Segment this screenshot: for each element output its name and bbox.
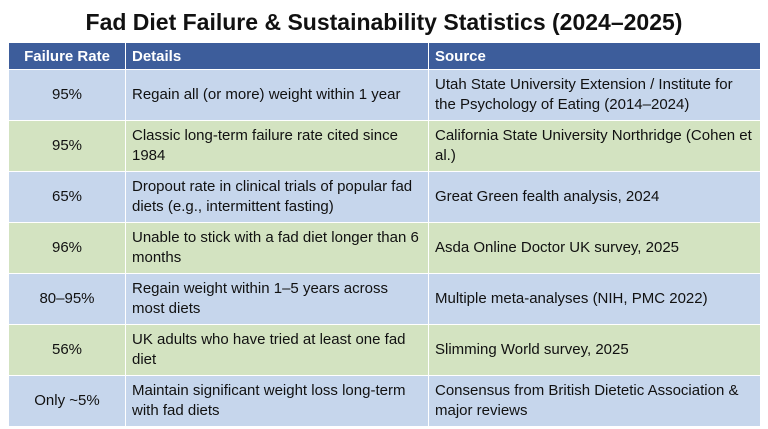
source: Asda Online Doctor UK survey, 2025 [428, 222, 761, 274]
table-row: 96% Unable to stick with a fad diet longe… [8, 222, 761, 274]
column-header: Details [125, 42, 429, 70]
failure-rate: 56% [8, 324, 126, 376]
failure-rate: 95% [8, 120, 126, 172]
source: Great Green fealth analysis, 2024 [428, 171, 761, 223]
table-row: 56% UK adults who have tried at least one… [8, 324, 761, 376]
source: Multiple meta-analyses (NIH, PMC 2022) [428, 273, 761, 325]
details: Dropout rate in clinical trials of popul… [125, 171, 429, 223]
table-row: 80–95% Regain weight within 1–5 years acr… [8, 273, 761, 325]
failure-rate: 96% [8, 222, 126, 274]
details: UK adults who have tried at least one fa… [125, 324, 429, 376]
failure-rate: 65% [8, 171, 126, 223]
details: Classic long-term failure rate cited sin… [125, 120, 429, 172]
details: Unable to stick with a fad diet longer t… [125, 222, 429, 274]
title: Fad Diet Failure & Sustainability Statis… [85, 9, 683, 35]
details: Regain weight within 1–5 years across mo… [125, 273, 429, 325]
stats-table: Failure Rate Details Source 95% Regain al… [8, 42, 761, 427]
failure-rate: 80–95% [8, 273, 126, 325]
table-row: Only ~5% Maintain significant weight loss… [8, 375, 761, 427]
details: Maintain significant weight loss long-te… [125, 375, 429, 427]
details: Regain all (or more) weight within 1 yea… [125, 69, 429, 121]
table-row: 95% Regain all (or more) weight within 1 … [8, 69, 761, 121]
table-row: 65% Dropout rate in clinical trials of po… [8, 171, 761, 223]
header-row: Failure Rate Details Source [8, 42, 761, 70]
column-header: Failure Rate [8, 42, 126, 70]
source: Slimming World survey, 2025 [428, 324, 761, 376]
source: California State University Northridge (… [428, 120, 761, 172]
source: Consensus from British Dietetic Associat… [428, 375, 761, 427]
column-header: Source [428, 42, 761, 70]
table-row: 95% Classic long-term failure rate cited … [8, 120, 761, 172]
failure-rate: 95% [8, 69, 126, 121]
source: Utah State University Extension / Instit… [428, 69, 761, 121]
failure-rate: Only ~5% [8, 375, 126, 427]
